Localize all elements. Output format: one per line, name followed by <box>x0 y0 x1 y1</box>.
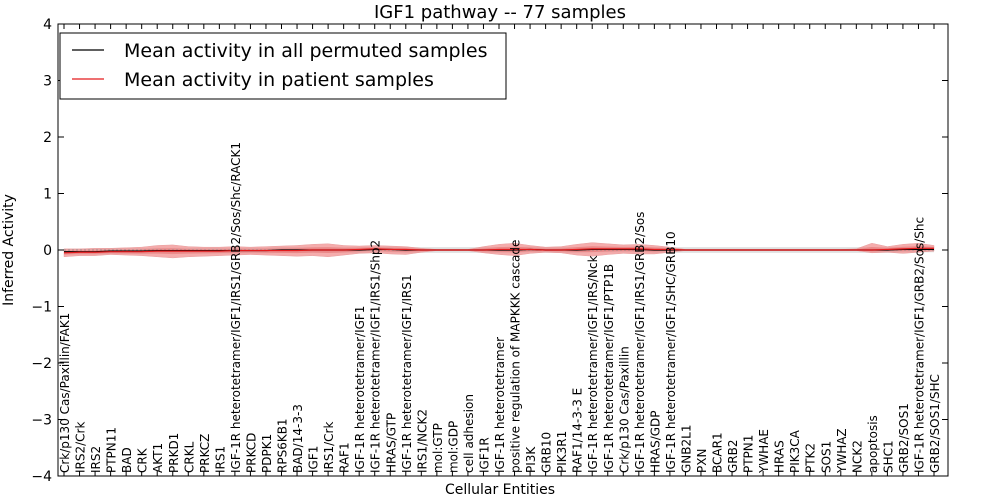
x-tick-label: positive regulation of MAPKKK cascade <box>509 240 523 473</box>
x-tick-label: YWHAE <box>757 429 771 474</box>
y-tick-label: −1 <box>31 300 52 316</box>
y-axis: 4 3 2 1 0 −1 −2 −3 −4 <box>31 17 948 485</box>
x-tick-label: YWHAZ <box>835 428 849 474</box>
x-tick-label: Crk/p130 Cas/Paxillin <box>617 346 631 473</box>
x-tick-label: cell adhesion <box>462 394 476 473</box>
x-tick-label: IGF-1R heterotetramer/IGF1/IRS/Nck <box>586 255 600 473</box>
y-tick-label: 1 <box>43 187 52 203</box>
x-tick-label: PXN <box>695 449 709 473</box>
x-tick-label: PRKCZ <box>198 434 212 473</box>
x-tick-label: HRAS/GTP <box>384 413 398 473</box>
x-tick-label: IRS1/Crk <box>322 422 336 473</box>
x-tick-label: NCK2 <box>850 440 864 473</box>
chart-title: IGF1 pathway -- 77 samples <box>374 2 626 23</box>
x-tick-label: AKT1 <box>151 443 165 473</box>
y-tick-label: 0 <box>43 243 52 259</box>
x-tick-label: IRS2/Crk <box>74 422 88 473</box>
y-tick-label: −3 <box>31 413 52 429</box>
x-tick-label: IGF-1R heterotetramer/IGF1 <box>353 306 367 473</box>
patient-mean-line <box>63 247 934 254</box>
y-axis-label: Inferred Activity <box>1 194 17 306</box>
x-tick-label: PI3K <box>524 446 538 473</box>
x-tick-label: IGF-1R heterotetramer/IGF1/IRS1 <box>400 274 414 473</box>
x-tick-label: PIK3CA <box>788 429 802 473</box>
x-tick-label: IGF-1R heterotetramer/IGF1/IRS1/Shp2 <box>369 240 383 473</box>
x-tick-label: IGF-1R heterotetramer/IGF1/IRS1/GRB2/Sos… <box>229 142 243 473</box>
x-tick-label: PTPN11 <box>105 427 119 473</box>
legend-label: Mean activity in patient samples <box>124 69 434 91</box>
x-tick-label: IRS1 <box>213 446 227 473</box>
x-tick-label: IGF1 <box>307 446 321 473</box>
x-tick-label: PRKD1 <box>167 433 181 473</box>
x-tick-label: mol:GTP <box>431 423 445 473</box>
x-tick-label: CRKL <box>182 441 196 473</box>
x-tick-label: PIK3R1 <box>555 431 569 473</box>
x-tick-label: GRB2/SOS1 <box>897 403 911 473</box>
x-tick-label: mol:GDP <box>446 421 460 473</box>
lines <box>63 247 934 254</box>
x-tick-label: IRS2 <box>89 446 103 473</box>
y-tick-label: −2 <box>31 356 52 372</box>
y-tick-label: −4 <box>31 469 52 485</box>
x-tick-label: RAF1/14-3-3 E <box>571 388 585 473</box>
x-tick-label: HRAS/GDP <box>648 410 662 473</box>
x-tick-label: PTK2 <box>804 443 818 473</box>
x-tick-label: SOS1 <box>819 441 833 473</box>
x-tick-label: GNB2L1 <box>679 425 693 473</box>
x-tick-label: SHC1 <box>881 440 895 473</box>
x-tick-label: IRS1/NCK2 <box>415 409 429 473</box>
x-tick-label: PDPK1 <box>260 434 274 473</box>
x-tick-label: PTPN1 <box>742 435 756 473</box>
x-tick-label: PRKCD <box>244 433 258 473</box>
x-tick-label: BAD <box>120 447 134 473</box>
x-tick-label: BAD/14-3-3 <box>291 404 305 473</box>
x-tick-label: IGF-1R heterotetramer <box>493 337 507 473</box>
y-tick-label: 2 <box>43 130 52 146</box>
x-tick-label: BCAR1 <box>711 432 725 473</box>
legend-box <box>59 32 507 100</box>
legend-label: Mean activity in all permuted samples <box>124 40 487 62</box>
x-tick-label: GRB2 <box>726 439 740 473</box>
x-tick-label: IGF-1R heterotetramer/IGF1/GRB2/Sos/Shc <box>912 217 926 473</box>
x-tick-label: IGF-1R heterotetramer/IGF1/IRS1/GRB2/Sos <box>633 212 647 473</box>
x-tick-label: GRB2/SOS1/SHC <box>928 374 942 473</box>
y-tick-label: 4 <box>43 17 52 33</box>
legend: Mean activity in all permuted samples Mea… <box>59 32 507 100</box>
x-tick-label: IGF-1R heterotetramer/IGF1/PTP1B <box>602 264 616 473</box>
x-axis: Crk/p130 Cas/Paxillin/FAK1 IRS2/Crk IRS2 PT… <box>58 24 942 476</box>
x-tick-label: RAF1 <box>338 442 352 473</box>
x-tick-label: IGF1R <box>477 437 491 473</box>
y-tick-label: 3 <box>43 74 52 90</box>
x-tick-label: GRB10 <box>540 432 554 473</box>
x-tick-label: IGF-1R heterotetramer/IGF1/SHC/GRB10 <box>664 231 678 473</box>
x-axis-label: Cellular Entities <box>445 482 555 498</box>
x-tick-label: CRK <box>136 447 150 473</box>
x-tick-label: RPS6KB1 <box>276 418 290 473</box>
x-tick-label: HRAS <box>773 440 787 473</box>
x-tick-label: apoptosis <box>866 415 880 473</box>
x-tick-label: Crk/p130 Cas/Paxillin/FAK1 <box>58 313 72 473</box>
